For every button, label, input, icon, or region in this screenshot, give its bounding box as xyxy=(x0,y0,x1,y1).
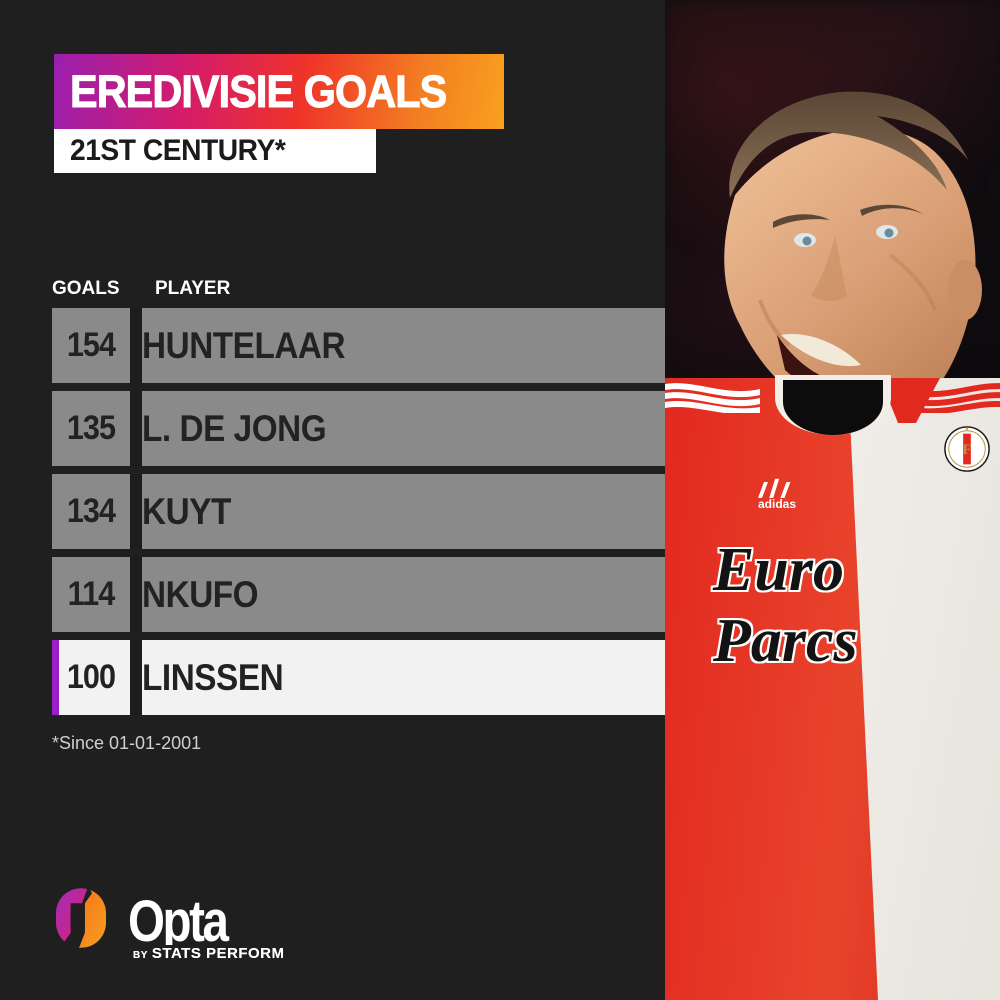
svg-text:adidas: adidas xyxy=(758,497,796,511)
svg-text:F: F xyxy=(963,442,972,458)
